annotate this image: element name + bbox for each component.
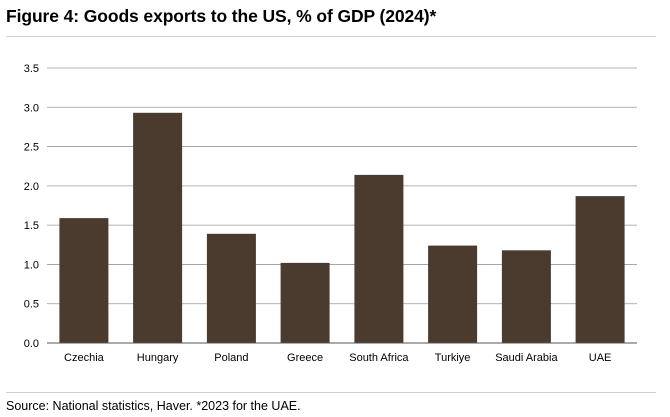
y-tick-label: 2.5 xyxy=(24,142,39,154)
x-tick-label: South Africa xyxy=(349,352,409,364)
y-tick-label: 0.0 xyxy=(24,338,39,350)
x-tick-label: Saudi Arabia xyxy=(495,352,558,364)
bar-greece xyxy=(280,262,330,343)
x-tick-label: Poland xyxy=(214,352,248,364)
bar-uae xyxy=(575,196,625,343)
bar-turkiye xyxy=(428,245,478,343)
bar-saudi-arabia xyxy=(501,250,551,343)
bars xyxy=(59,112,625,343)
source-note: Source: National statistics, Haver. *202… xyxy=(6,399,301,413)
y-axis-ticks: 0.0 0.5 1.0 1.5 2.0 2.5 3.0 3.5 xyxy=(24,63,39,350)
bar-poland xyxy=(206,233,256,343)
x-axis-labels: Czechia Hungary Poland Greece South Africa Tu… xyxy=(64,352,611,364)
y-tick-label: 3.0 xyxy=(24,102,39,114)
bar-south-africa xyxy=(354,174,404,343)
y-tick-label: 3.5 xyxy=(24,63,39,75)
y-tick-label: 1.5 xyxy=(24,220,39,232)
x-tick-label: Greece xyxy=(287,352,323,364)
y-tick-label: 1.0 xyxy=(24,259,39,271)
title-divider xyxy=(6,36,656,37)
y-tick-label: 0.5 xyxy=(24,299,39,311)
x-tick-label: Hungary xyxy=(137,352,179,364)
chart-title: Figure 4: Goods exports to the US, % of … xyxy=(6,6,437,26)
x-tick-label: UAE xyxy=(589,352,612,364)
bar-czechia xyxy=(59,218,109,343)
source-divider xyxy=(6,392,656,393)
bar-hungary xyxy=(133,112,183,343)
x-tick-label: Turkiye xyxy=(435,352,471,364)
x-tick-label: Czechia xyxy=(64,352,105,364)
y-tick-label: 2.0 xyxy=(24,181,39,193)
